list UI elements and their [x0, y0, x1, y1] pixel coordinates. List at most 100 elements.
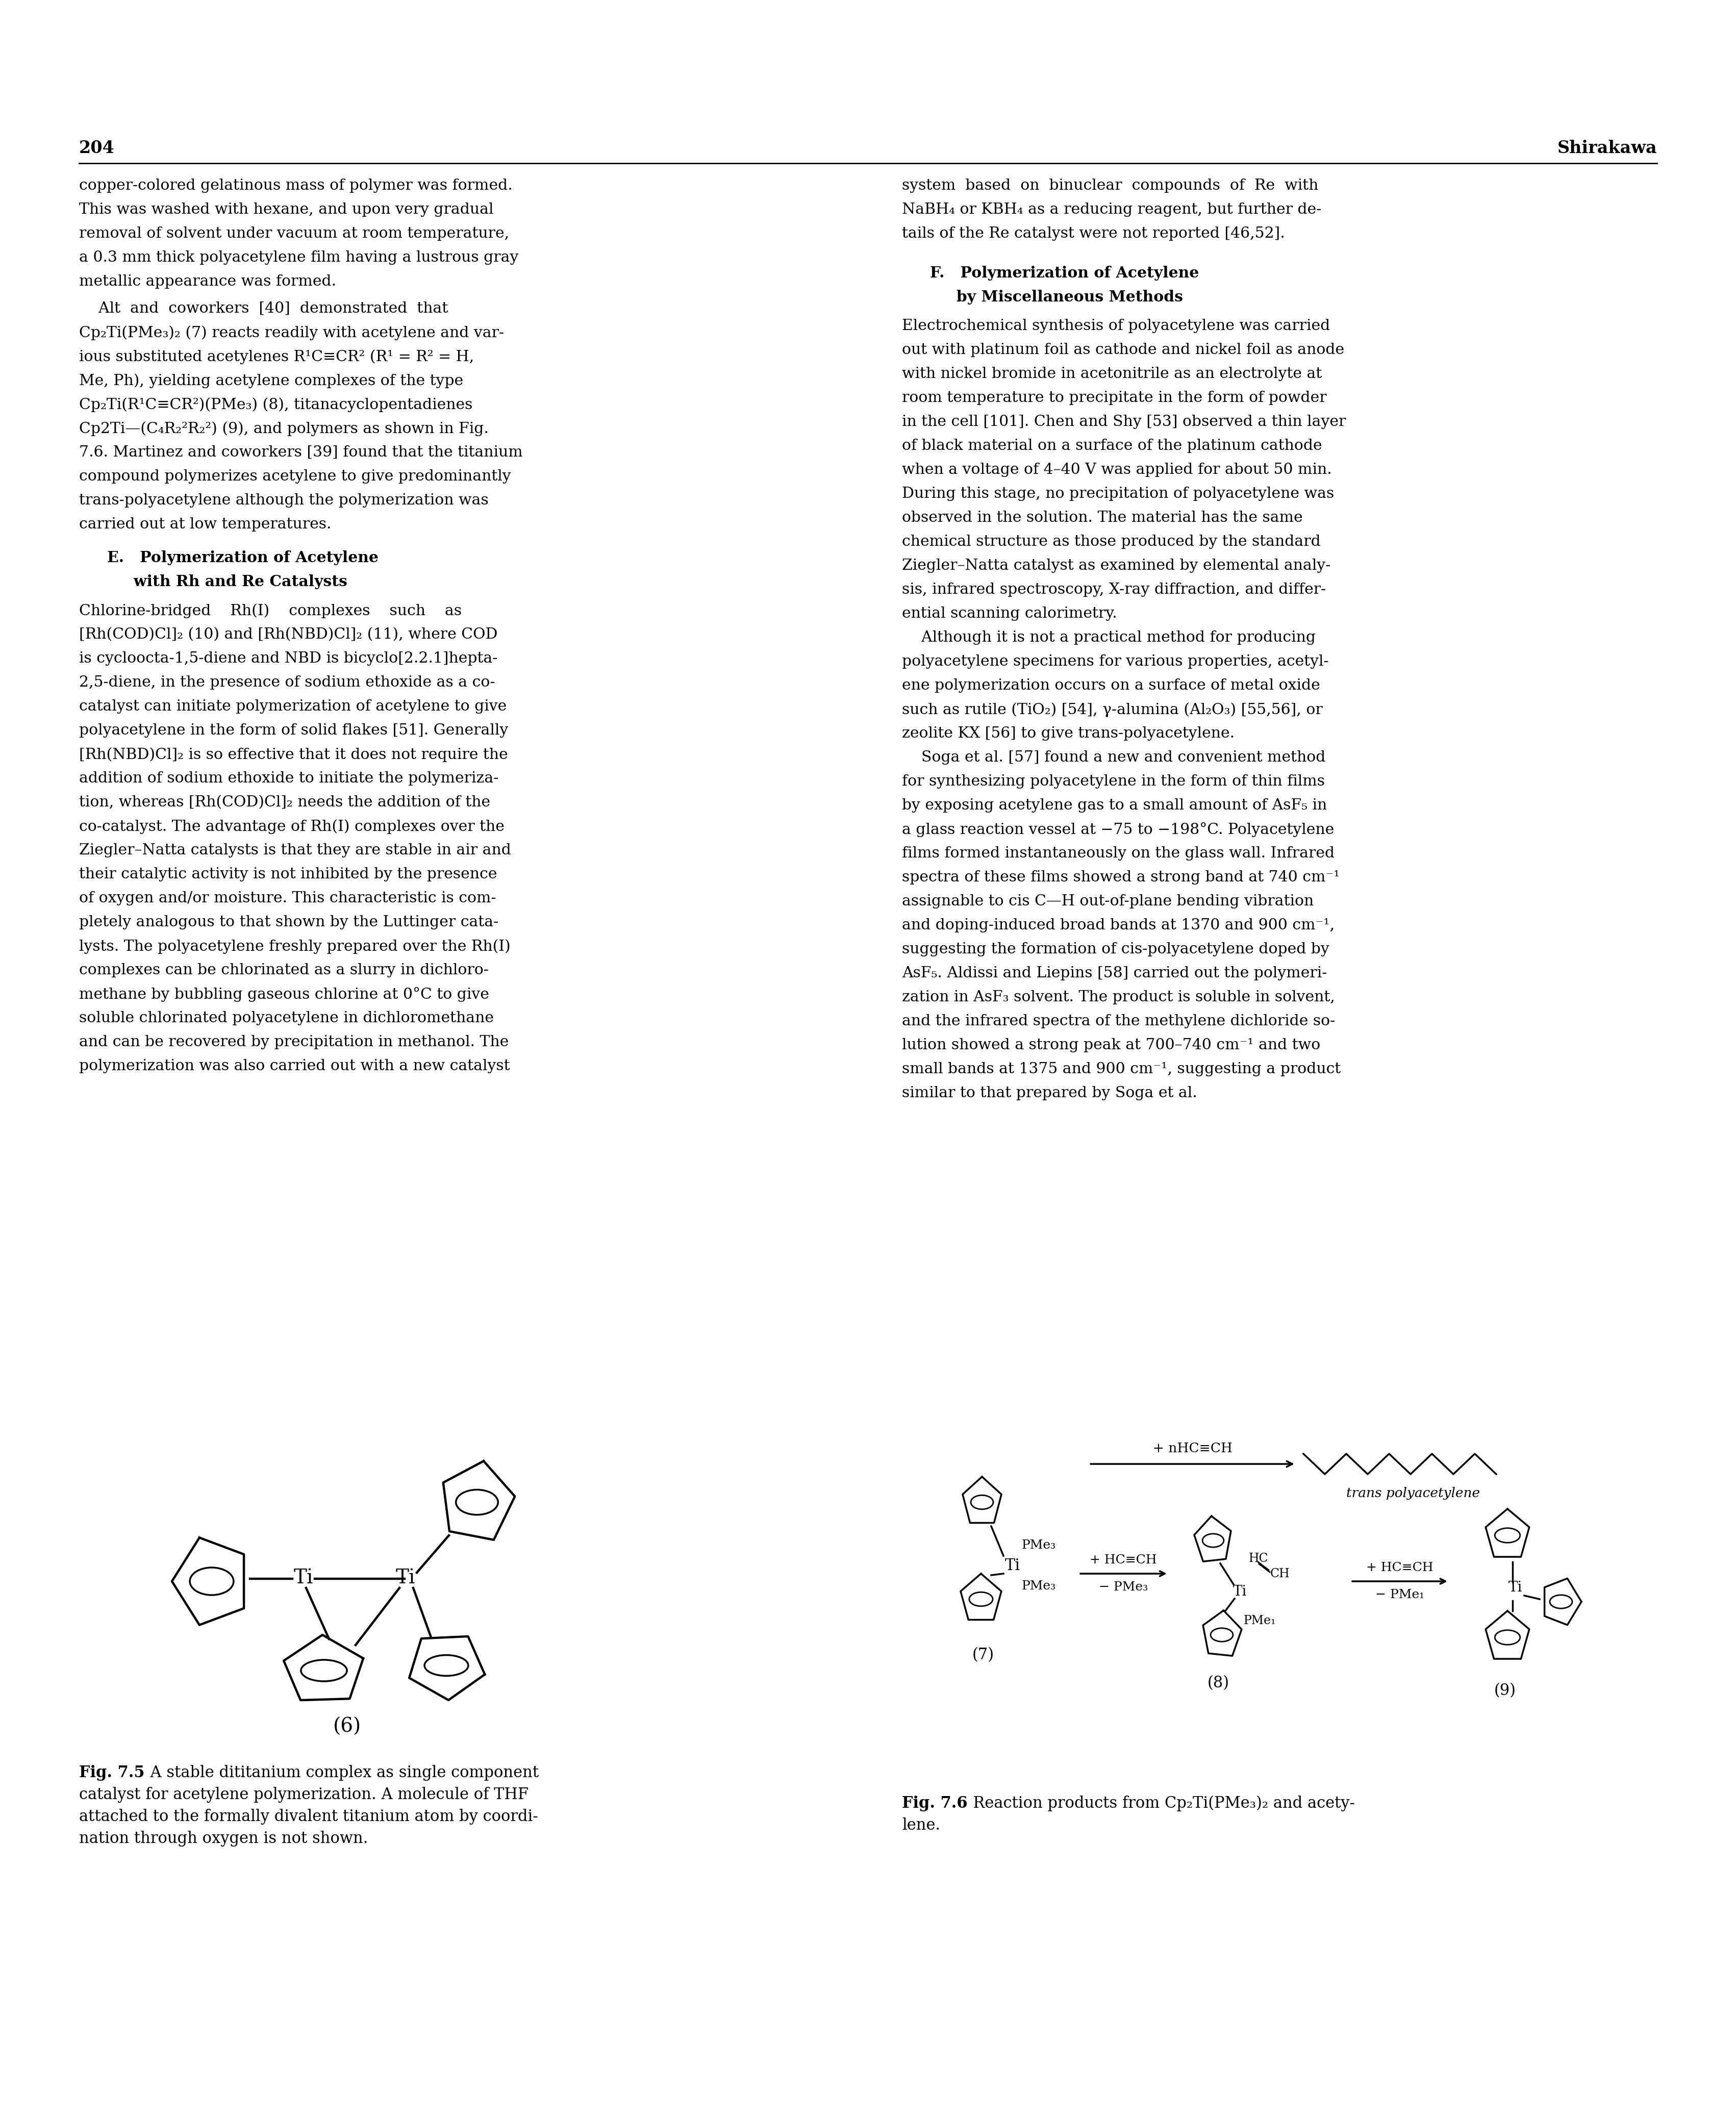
Text: Me, Ph), yielding acetylene complexes of the type: Me, Ph), yielding acetylene complexes of… [80, 373, 464, 388]
Text: Chlorine-bridged    Rh(I)    complexes    such    as: Chlorine-bridged Rh(I) complexes such as [80, 603, 462, 618]
Text: + HC≡CH: + HC≡CH [1366, 1562, 1434, 1575]
Text: polyacetylene specimens for various properties, acetyl-: polyacetylene specimens for various prop… [903, 654, 1328, 668]
Text: [Rh(COD)Cl]₂ (10) and [Rh(NBD)Cl]₂ (11), where COD: [Rh(COD)Cl]₂ (10) and [Rh(NBD)Cl]₂ (11),… [80, 628, 498, 641]
Text: pletely analogous to that shown by the Luttinger cata-: pletely analogous to that shown by the L… [80, 915, 498, 929]
Text: and the infrared spectra of the methylene dichloride so-: and the infrared spectra of the methylen… [903, 1014, 1335, 1029]
Text: a 0.3 mm thick polyacetylene film having a lustrous gray: a 0.3 mm thick polyacetylene film having… [80, 250, 519, 265]
Text: F.   Polymerization of Acetylene: F. Polymerization of Acetylene [930, 265, 1200, 280]
Text: system  based  on  binuclear  compounds  of  Re  with: system based on binuclear compounds of R… [903, 178, 1318, 193]
Text: tion, whereas [Rh(COD)Cl]₂ needs the addition of the: tion, whereas [Rh(COD)Cl]₂ needs the add… [80, 796, 490, 808]
Text: trans polyacetylene: trans polyacetylene [1345, 1488, 1481, 1500]
Text: (9): (9) [1495, 1683, 1516, 1700]
Text: carried out at low temperatures.: carried out at low temperatures. [80, 518, 332, 530]
Text: (7): (7) [972, 1647, 995, 1664]
Text: 7.6. Martinez and coworkers [39] found that the titanium: 7.6. Martinez and coworkers [39] found t… [80, 446, 523, 460]
Text: copper-colored gelatinous mass of polymer was formed.: copper-colored gelatinous mass of polyme… [80, 178, 512, 193]
Text: Ziegler–Natta catalyst as examined by elemental analy-: Ziegler–Natta catalyst as examined by el… [903, 558, 1330, 573]
Text: Alt  and  coworkers  [40]  demonstrated  that: Alt and coworkers [40] demonstrated that [80, 301, 448, 316]
Text: nation through oxygen is not shown.: nation through oxygen is not shown. [80, 1831, 368, 1846]
Text: by Miscellaneous Methods: by Miscellaneous Methods [930, 291, 1182, 306]
Text: Although it is not a practical method for producing: Although it is not a practical method fo… [903, 630, 1316, 645]
Text: Cp₂Ti(PMe₃)₂ (7) reacts readily with acetylene and var-: Cp₂Ti(PMe₃)₂ (7) reacts readily with ace… [80, 325, 503, 340]
Text: removal of solvent under vacuum at room temperature,: removal of solvent under vacuum at room … [80, 227, 509, 240]
Text: Ti: Ti [1005, 1558, 1021, 1575]
Text: ene polymerization occurs on a surface of metal oxide: ene polymerization occurs on a surface o… [903, 679, 1319, 692]
Text: Reaction products from Cp₂Ti(PMe₃)₂ and acety-: Reaction products from Cp₂Ti(PMe₃)₂ and … [963, 1795, 1354, 1812]
Text: such as rutile (TiO₂) [54], γ-alumina (Al₂O₃) [55,56], or: such as rutile (TiO₂) [54], γ-alumina (A… [903, 702, 1323, 717]
Text: when a voltage of 4–40 V was applied for about 50 min.: when a voltage of 4–40 V was applied for… [903, 463, 1332, 477]
Text: small bands at 1375 and 900 cm⁻¹, suggesting a product: small bands at 1375 and 900 cm⁻¹, sugges… [903, 1061, 1340, 1076]
Text: Cp2Ti—(C₄R₂²R₂²) (9), and polymers as shown in Fig.: Cp2Ti—(C₄R₂²R₂²) (9), and polymers as sh… [80, 422, 488, 435]
Text: 204: 204 [80, 140, 115, 157]
Text: Ti: Ti [396, 1568, 415, 1587]
Text: E.   Polymerization of Acetylene: E. Polymerization of Acetylene [108, 550, 378, 564]
Text: This was washed with hexane, and upon very gradual: This was washed with hexane, and upon ve… [80, 202, 493, 216]
Text: assignable to cis C—H out-of-plane bending vibration: assignable to cis C—H out-of-plane bendi… [903, 893, 1314, 908]
Text: polyacetylene in the form of solid flakes [51]. Generally: polyacetylene in the form of solid flake… [80, 724, 509, 738]
Text: for synthesizing polyacetylene in the form of thin films: for synthesizing polyacetylene in the fo… [903, 775, 1325, 789]
Text: their catalytic activity is not inhibited by the presence: their catalytic activity is not inhibite… [80, 868, 496, 881]
Text: Ti: Ti [1509, 1581, 1522, 1594]
Text: tails of the Re catalyst were not reported [46,52].: tails of the Re catalyst were not report… [903, 227, 1285, 240]
Text: metallic appearance was formed.: metallic appearance was formed. [80, 274, 337, 289]
Text: ious substituted acetylenes R¹C≡CR² (R¹ = R² = H,: ious substituted acetylenes R¹C≡CR² (R¹ … [80, 350, 474, 365]
Text: lene.: lene. [903, 1816, 941, 1833]
Text: addition of sodium ethoxide to initiate the polymeriza-: addition of sodium ethoxide to initiate … [80, 770, 498, 785]
Text: NaBH₄ or KBH₄ as a reducing reagent, but further de-: NaBH₄ or KBH₄ as a reducing reagent, but… [903, 202, 1321, 216]
Text: sis, infrared spectroscopy, X-ray diffraction, and differ-: sis, infrared spectroscopy, X-ray diffra… [903, 584, 1326, 596]
Text: Cp₂Ti(R¹C≡CR²)(PMe₃) (8), titanacyclopentadienes: Cp₂Ti(R¹C≡CR²)(PMe₃) (8), titanacyclopen… [80, 397, 472, 412]
Text: polymerization was also carried out with a new catalyst: polymerization was also carried out with… [80, 1059, 510, 1074]
Text: similar to that prepared by Soga et al.: similar to that prepared by Soga et al. [903, 1086, 1198, 1101]
Text: CH: CH [1271, 1568, 1290, 1579]
Text: trans-polyacetylene although the polymerization was: trans-polyacetylene although the polymer… [80, 492, 488, 507]
Text: of black material on a surface of the platinum cathode: of black material on a surface of the pl… [903, 439, 1323, 452]
Text: complexes can be chlorinated as a slurry in dichloro-: complexes can be chlorinated as a slurry… [80, 963, 488, 978]
Text: spectra of these films showed a strong band at 740 cm⁻¹: spectra of these films showed a strong b… [903, 870, 1340, 885]
Text: PMe₃: PMe₃ [1023, 1541, 1055, 1551]
Text: − PMe₁: − PMe₁ [1375, 1589, 1424, 1600]
Text: Ti: Ti [1233, 1585, 1246, 1598]
Text: observed in the solution. The material has the same: observed in the solution. The material h… [903, 511, 1302, 524]
Text: + HC≡CH: + HC≡CH [1090, 1553, 1156, 1566]
Text: Shirakawa: Shirakawa [1557, 140, 1656, 157]
Text: PMe₁: PMe₁ [1243, 1615, 1276, 1628]
Text: out with platinum foil as cathode and nickel foil as anode: out with platinum foil as cathode and ni… [903, 344, 1344, 356]
Text: zation in AsF₃ solvent. The product is soluble in solvent,: zation in AsF₃ solvent. The product is s… [903, 991, 1335, 1004]
Text: catalyst can initiate polymerization of acetylene to give: catalyst can initiate polymerization of … [80, 700, 507, 713]
Text: catalyst for acetylene polymerization. A molecule of THF: catalyst for acetylene polymerization. A… [80, 1787, 528, 1804]
Text: films formed instantaneously on the glass wall. Infrared: films formed instantaneously on the glas… [903, 847, 1335, 862]
Text: with Rh and Re Catalysts: with Rh and Re Catalysts [108, 575, 347, 590]
Text: [Rh(NBD)Cl]₂ is so effective that it does not require the: [Rh(NBD)Cl]₂ is so effective that it doe… [80, 747, 509, 762]
Text: in the cell [101]. Chen and Shy [53] observed a thin layer: in the cell [101]. Chen and Shy [53] obs… [903, 414, 1345, 429]
Text: Fig. 7.6: Fig. 7.6 [903, 1795, 967, 1812]
Text: (8): (8) [1207, 1676, 1229, 1691]
Text: Ti: Ti [293, 1568, 312, 1587]
Text: + nHC≡CH: + nHC≡CH [1153, 1443, 1233, 1456]
Text: (6): (6) [333, 1717, 361, 1736]
Text: During this stage, no precipitation of polyacetylene was: During this stage, no precipitation of p… [903, 486, 1335, 501]
Text: A stable dititanium complex as single component: A stable dititanium complex as single co… [141, 1766, 538, 1780]
Text: Electrochemical synthesis of polyacetylene was carried: Electrochemical synthesis of polyacetyle… [903, 318, 1330, 333]
Text: soluble chlorinated polyacetylene in dichloromethane: soluble chlorinated polyacetylene in dic… [80, 1010, 493, 1025]
Text: Ziegler–Natta catalysts is that they are stable in air and: Ziegler–Natta catalysts is that they are… [80, 842, 510, 857]
Text: lysts. The polyacetylene freshly prepared over the Rh(I): lysts. The polyacetylene freshly prepare… [80, 940, 510, 953]
Text: co-catalyst. The advantage of Rh(I) complexes over the: co-catalyst. The advantage of Rh(I) comp… [80, 819, 505, 834]
Text: suggesting the formation of cis-polyacetylene doped by: suggesting the formation of cis-polyacet… [903, 942, 1330, 957]
Text: − PMe₃: − PMe₃ [1099, 1581, 1147, 1594]
Text: 2,5-diene, in the presence of sodium ethoxide as a co-: 2,5-diene, in the presence of sodium eth… [80, 675, 495, 690]
Text: compound polymerizes acetylene to give predominantly: compound polymerizes acetylene to give p… [80, 469, 510, 484]
Text: by exposing acetylene gas to a small amount of AsF₅ in: by exposing acetylene gas to a small amo… [903, 798, 1326, 813]
Text: chemical structure as those produced by the standard: chemical structure as those produced by … [903, 535, 1321, 550]
Text: AsF₅. Aldissi and Liepins [58] carried out the polymeri-: AsF₅. Aldissi and Liepins [58] carried o… [903, 966, 1326, 980]
Text: room temperature to precipitate in the form of powder: room temperature to precipitate in the f… [903, 390, 1326, 405]
Text: zeolite KX [56] to give trans-polyacetylene.: zeolite KX [56] to give trans-polyacetyl… [903, 726, 1234, 741]
Text: PMe₃: PMe₃ [1023, 1581, 1055, 1592]
Text: and can be recovered by precipitation in methanol. The: and can be recovered by precipitation in… [80, 1036, 509, 1048]
Text: of oxygen and/or moisture. This characteristic is com-: of oxygen and/or moisture. This characte… [80, 891, 496, 906]
Text: a glass reaction vessel at −75 to −198°C. Polyacetylene: a glass reaction vessel at −75 to −198°C… [903, 821, 1335, 838]
Text: HC: HC [1248, 1553, 1269, 1564]
Text: Fig. 7.5: Fig. 7.5 [80, 1766, 144, 1780]
Text: Soga et al. [57] found a new and convenient method: Soga et al. [57] found a new and conveni… [903, 751, 1326, 764]
Text: with nickel bromide in acetonitrile as an electrolyte at: with nickel bromide in acetonitrile as a… [903, 367, 1321, 382]
Text: lution showed a strong peak at 700–740 cm⁻¹ and two: lution showed a strong peak at 700–740 c… [903, 1038, 1321, 1053]
